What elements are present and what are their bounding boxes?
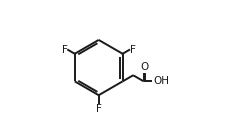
Text: F: F (96, 104, 102, 114)
Text: O: O (140, 62, 149, 72)
Text: OH: OH (153, 76, 169, 86)
Text: F: F (130, 45, 136, 55)
Text: F: F (62, 45, 67, 55)
